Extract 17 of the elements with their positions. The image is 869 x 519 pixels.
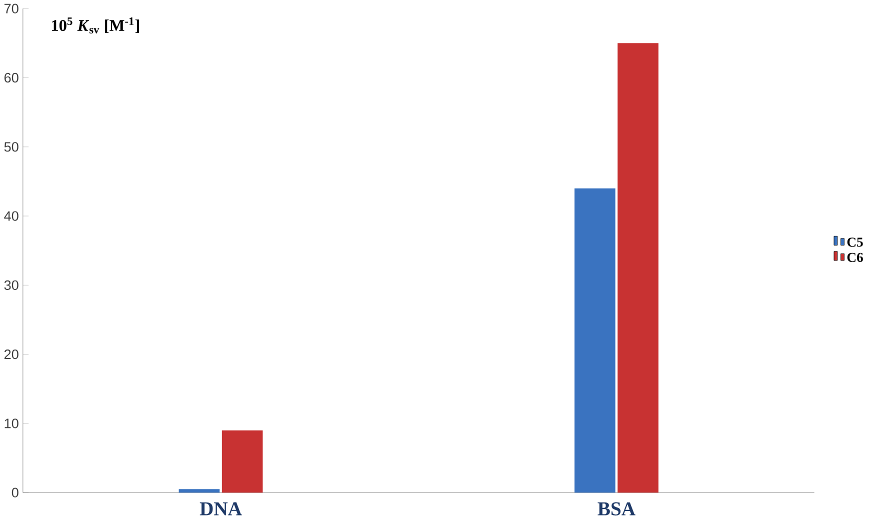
legend-label: C5 bbox=[847, 237, 863, 247]
x-tick-label: BSA bbox=[598, 502, 636, 516]
bar bbox=[618, 43, 658, 492]
y-tick-label: 50 bbox=[4, 142, 18, 152]
x-tick-label: DNA bbox=[200, 502, 242, 516]
y-tick-label: 0 bbox=[12, 488, 18, 498]
bar bbox=[178, 489, 220, 492]
bar bbox=[574, 188, 616, 492]
y-tick-label: 70 bbox=[4, 4, 18, 14]
y-tick-label: 30 bbox=[4, 280, 18, 290]
legend-label: C6 bbox=[847, 252, 863, 262]
y-tick-label: 40 bbox=[4, 211, 18, 221]
y-tick-label: 10 bbox=[4, 418, 18, 428]
y-axis-title: 10$^{5}$ K$_{sv}$ [M$^{-1}$] bbox=[52, 17, 139, 34]
bar bbox=[222, 430, 263, 492]
y-tick-label: 60 bbox=[4, 72, 18, 82]
y-tick-label: 20 bbox=[4, 349, 18, 360]
